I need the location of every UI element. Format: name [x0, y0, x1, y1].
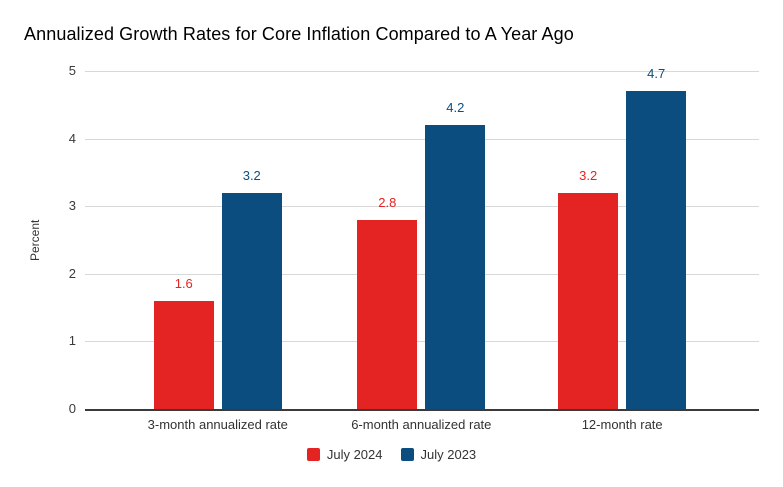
bar-july-2024-group-1: [153, 300, 214, 409]
bar-value-label: 1.6: [174, 275, 193, 291]
gridline: [85, 206, 759, 208]
gridline: [85, 71, 759, 72]
bar-july-2023-group-2: [425, 125, 486, 409]
y-tick-label: 2: [68, 265, 76, 281]
x-category-label: 12-month rate: [581, 417, 663, 432]
legend-label: July 2023: [420, 447, 477, 462]
bar-value-label: 2.8: [378, 194, 397, 210]
y-tick-label: 0: [68, 401, 76, 416]
y-tick-label: 4: [68, 130, 76, 146]
y-tick-label: 1: [68, 333, 76, 349]
bar-value-label: 3.2: [242, 167, 261, 183]
chart-title: Annualized Growth Rates for Core Inflati…: [24, 24, 574, 44]
gridline: [85, 341, 759, 343]
bar-value-label: 4.2: [446, 100, 465, 116]
plot-area: 1.6 3.2 2.8 4.2 3.2 4.7: [85, 67, 759, 411]
legend-label: July 2024: [326, 447, 383, 462]
bar-july-2024-group-3: [558, 192, 619, 409]
legend: July 2024 July 2023: [0, 447, 783, 462]
bar-july-2023-group-1: [221, 192, 282, 409]
bar-value-label: 3.2: [579, 167, 598, 183]
bar-value-label: 4.7: [647, 66, 666, 82]
x-category-label: 3-month annualized rate: [147, 417, 288, 432]
legend-swatch: [306, 448, 320, 461]
legend-swatch: [400, 448, 414, 461]
x-category-label: 6-month annualized rate: [351, 417, 492, 432]
legend-item-july-2023: July 2023: [400, 447, 477, 462]
legend-item-july-2024: July 2024: [306, 447, 383, 462]
bar-july-2024-group-2: [357, 219, 418, 409]
y-axis-title: Percent: [28, 219, 42, 261]
bar-july-2023-group-3: [626, 91, 687, 409]
y-tick-label: 3: [68, 198, 76, 214]
gridline: [85, 138, 759, 140]
gridline: [85, 273, 759, 275]
y-tick-label: 5: [68, 63, 76, 78]
